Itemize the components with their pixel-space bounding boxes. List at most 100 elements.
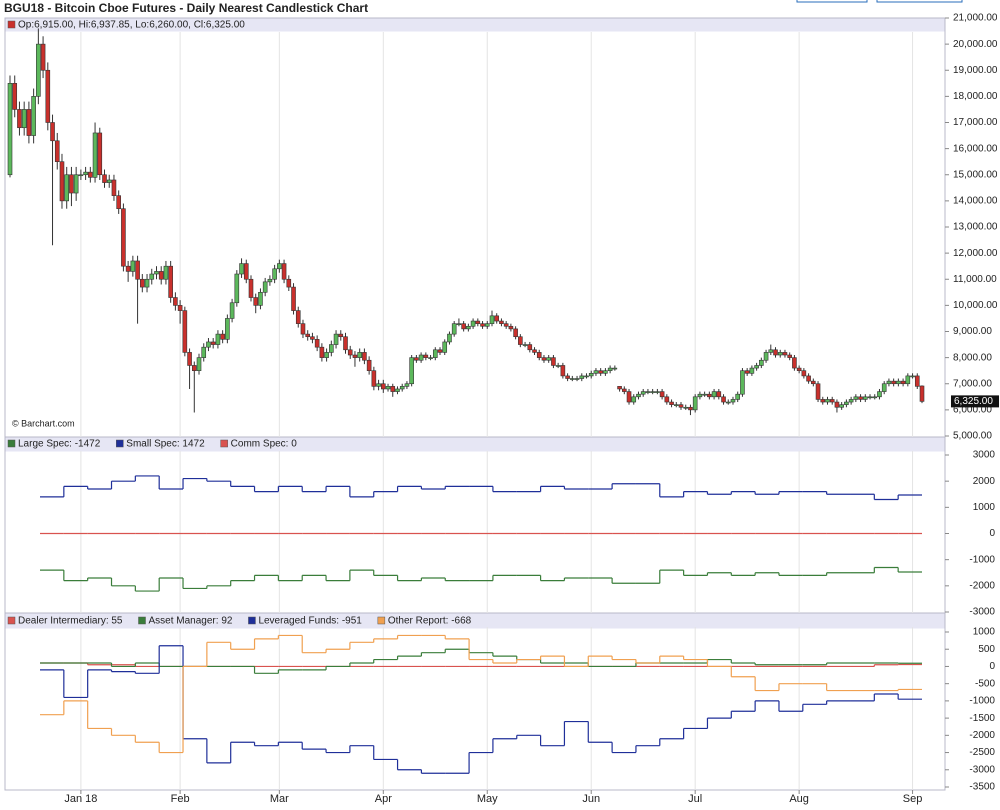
candle-body — [636, 393, 641, 398]
candle-body — [78, 174, 84, 177]
candle-body — [54, 140, 60, 162]
candle-body — [461, 323, 466, 330]
candle-body — [919, 385, 925, 402]
legend-swatch — [220, 439, 228, 448]
candle-body — [801, 370, 807, 377]
candle-body — [858, 396, 863, 400]
panel-header — [5, 613, 945, 629]
candle-body — [442, 341, 448, 353]
candle-body — [376, 383, 381, 387]
candle-body — [626, 391, 632, 403]
candle-body — [527, 344, 533, 351]
y-tick-label: -1000 — [969, 554, 995, 565]
x-tick-label: May — [477, 793, 498, 805]
candle-body — [305, 333, 310, 338]
candle-body — [381, 383, 386, 390]
price-panel — [4, 17, 946, 438]
candle-body — [796, 367, 802, 371]
candle-body — [196, 357, 202, 371]
candle-body — [570, 378, 575, 380]
candle-body — [896, 380, 901, 385]
candle-body — [588, 372, 594, 377]
candle-body — [343, 336, 348, 351]
candle-body — [754, 365, 759, 369]
candle-body — [168, 265, 173, 298]
candle-body — [399, 386, 405, 390]
candle-body — [267, 278, 273, 283]
button[interactable] — [796, 0, 868, 3]
candle-body — [692, 396, 698, 411]
candle-body — [655, 391, 660, 393]
candle-body — [853, 396, 859, 400]
y-tick-label: -2500 — [969, 747, 995, 758]
step-riser — [63, 645, 899, 774]
y-tick-label: 8,000.00 — [953, 352, 992, 363]
candle-body — [347, 349, 353, 356]
legend-swatch — [7, 616, 16, 625]
candle-body — [484, 323, 490, 327]
candle-body — [173, 297, 178, 306]
legend-label: Large Spec: -1472 — [18, 439, 101, 450]
y-tick-label: 17,000.00 — [953, 117, 998, 128]
candle-body — [140, 278, 145, 288]
legend-swatch — [116, 439, 124, 448]
candle-body — [163, 265, 169, 280]
candle-body — [574, 378, 580, 380]
candle-body — [206, 341, 211, 348]
candle-body — [45, 69, 51, 123]
candle-body — [811, 380, 816, 385]
candle-body — [17, 109, 22, 129]
candle-body — [555, 365, 561, 367]
candle-body — [730, 399, 736, 403]
candle-body — [673, 404, 679, 406]
candle-body — [763, 352, 769, 361]
x-tick-label: Jul — [688, 793, 702, 805]
y-tick-label: -2000 — [969, 730, 995, 741]
candle-body — [106, 179, 112, 183]
candle-body — [215, 333, 221, 345]
candle-body — [333, 333, 339, 345]
candle-body — [503, 323, 509, 327]
candle-body — [121, 208, 126, 267]
candle-body — [721, 396, 726, 403]
y-tick-label: -3500 — [969, 782, 995, 793]
candle-body — [522, 344, 528, 346]
candle-body — [258, 292, 263, 306]
candle-body — [560, 365, 566, 377]
candle-body — [295, 310, 301, 324]
candle-body — [432, 349, 438, 358]
candle-body — [740, 370, 745, 395]
candle-body — [475, 320, 481, 324]
candle-body — [201, 346, 207, 358]
candle-body — [437, 349, 443, 353]
y-tick-label: 11,000.00 — [953, 274, 997, 285]
candle-body — [277, 263, 282, 270]
candle-body — [848, 399, 854, 403]
candle-body — [248, 278, 254, 298]
candle-body — [73, 174, 79, 194]
candle-body — [536, 352, 542, 358]
candle-body — [229, 302, 235, 319]
candle-body — [650, 391, 655, 393]
candle-body — [910, 375, 915, 378]
candle-body — [480, 323, 485, 327]
candle-body — [820, 399, 826, 403]
y-tick-label: 5,000.00 — [953, 431, 992, 442]
candle-body — [844, 401, 849, 405]
candle-body — [678, 404, 684, 408]
last-price-label: 6,325.00 — [954, 396, 993, 407]
candle-body — [210, 341, 216, 345]
candle-body — [735, 393, 741, 400]
candle-body — [144, 278, 150, 288]
legend-label: Dealer Intermediary: 55 — [18, 616, 123, 627]
candle-body — [697, 393, 703, 398]
button[interactable] — [876, 0, 963, 3]
candle-body — [262, 281, 268, 293]
candle-body — [69, 174, 74, 194]
candle-body — [768, 349, 774, 353]
candle-body — [324, 352, 329, 358]
candle-body — [617, 386, 622, 390]
x-tick-label: Jan 18 — [64, 793, 97, 805]
candle-body — [428, 357, 433, 359]
candle-body — [725, 401, 731, 404]
